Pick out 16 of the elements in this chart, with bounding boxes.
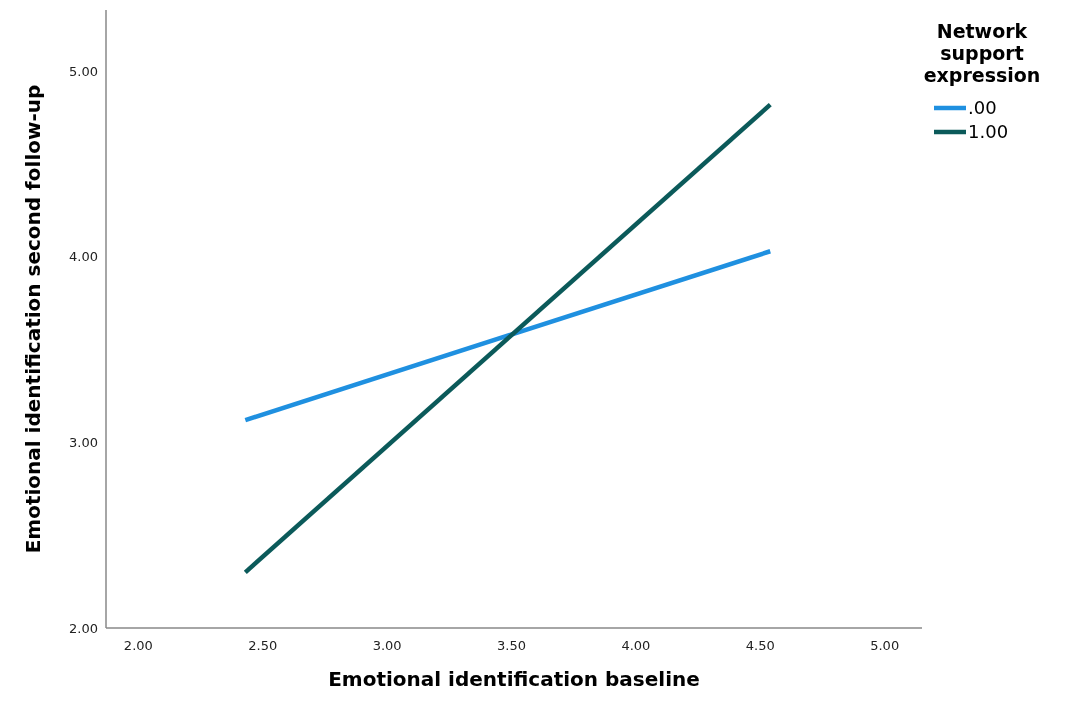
x-tick-label: 2.00 [123,638,153,653]
x-tick-label: 3.00 [372,638,402,653]
legend-label: 1.00 [968,121,1009,143]
y-tick-label: 4.00 [69,249,98,265]
x-tick-label: 4.00 [621,638,651,653]
y-axis-title: Emotional identification second follow-up [21,84,45,554]
x-tick-label: 3.50 [497,638,526,653]
x-tick-label: 2.50 [248,638,278,653]
x-tick-label: 5.00 [870,638,900,653]
x-tick-label: 4.50 [745,638,775,653]
legend-label: .00 [968,97,997,119]
x-axis-title: Emotional identification baseline [328,667,700,691]
y-tick-label: 2.00 [69,620,98,636]
legend-title: Network support expression [923,20,1041,86]
y-tick-label: 5.00 [69,63,98,79]
y-tick-label: 3.00 [69,434,98,450]
